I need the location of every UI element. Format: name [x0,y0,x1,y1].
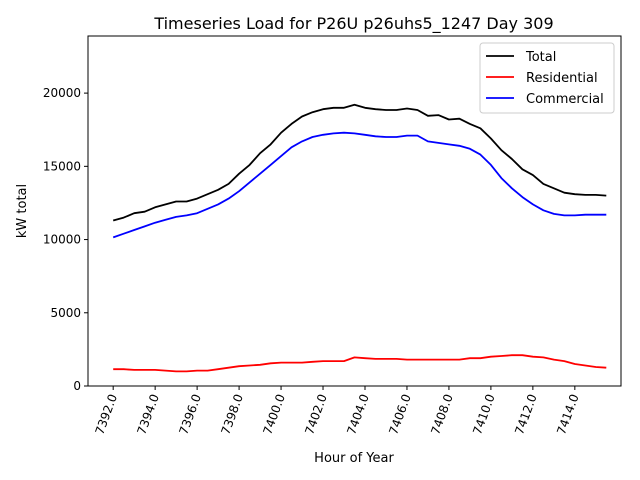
legend-label-residential: Residential [526,71,598,86]
series-line-residential [113,354,607,373]
x-tick-label: 7392.0 [92,392,120,436]
legend: Total Residential Commercial [479,42,615,114]
x-tick-label: 7394.0 [134,392,162,436]
x-tick-label: 7396.0 [176,392,204,436]
x-axis-label: Hour of Year [314,451,394,466]
x-tick-label: 7400.0 [260,392,288,436]
x-tick-label: 7410.0 [470,392,498,436]
series-line-commercial [112,131,607,239]
x-axis: 7392.0 7394.0 7396.0 7398.0 7400.0 7402.0 7404… [92,386,582,436]
y-axis: 0 5000 10000 15000 20000 [43,86,88,393]
x-tick-label: 7408.0 [428,392,456,436]
series-line-total [112,103,607,222]
y-tick-label: 20000 [43,86,81,100]
x-tick-label: 7414.0 [554,392,582,436]
x-tick-label: 7412.0 [512,392,540,436]
y-tick-label: 5000 [50,306,81,320]
y-tick-label: 10000 [43,233,81,247]
chart-title: Timeseries Load for P26U p26uhs5_1247 Da… [153,14,553,34]
x-tick-label: 7406.0 [386,392,414,436]
legend-label-commercial: Commercial [526,92,604,107]
y-axis-label: kW total [15,184,30,238]
x-tick-label: 7404.0 [344,392,372,436]
legend-label-total: Total [525,50,556,65]
y-tick-label: 15000 [43,159,81,173]
y-tick-label: 0 [73,379,81,393]
plot-area [112,103,607,373]
plot-frame [87,35,622,387]
x-tick-label: 7398.0 [218,392,246,436]
x-tick-label: 7402.0 [302,392,330,436]
legend-box [479,42,615,114]
